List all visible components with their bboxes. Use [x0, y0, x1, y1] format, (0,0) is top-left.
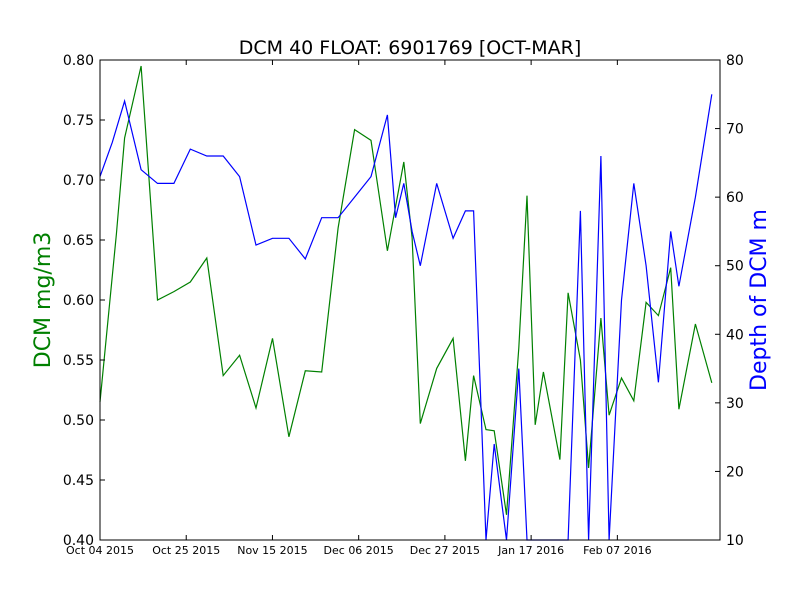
left-axis-label: DCM mg/m3: [31, 232, 56, 369]
y-right-tick-label: 10: [726, 533, 744, 549]
x-tick-label: Nov 15 2015: [237, 544, 307, 557]
y-right-tick-label: 20: [726, 464, 744, 480]
y-right-tick-label: 30: [726, 396, 744, 412]
y-ticks-left: 0.40 0.45 0.50 0.55 0.60 0.65 0.70 0.75 0.80: [63, 53, 105, 549]
y-left-tick-label: 0.50: [63, 413, 94, 429]
right-axis-label: Depth of DCM m: [747, 209, 772, 391]
y-right-tick-label: 40: [726, 327, 744, 343]
y-right-tick-label: 60: [726, 190, 744, 206]
dcm-series-line: [99, 65, 713, 515]
y-right-tick-label: 80: [726, 53, 744, 69]
depth-series-line: [99, 94, 713, 541]
y-left-tick-label: 0.60: [63, 293, 94, 309]
y-right-tick-label: 50: [726, 259, 744, 275]
x-tick-label: Oct 25 2015: [152, 544, 220, 557]
y-left-tick-label: 0.70: [63, 173, 94, 189]
x-tick-label: Feb 07 2016: [583, 544, 651, 557]
series-layer: [99, 65, 713, 541]
y-left-tick-label: 0.45: [63, 473, 94, 489]
y-ticks-right: 10 20 30 40 50 60 70 80: [715, 53, 744, 549]
x-tick-label: Jan 17 2016: [497, 544, 564, 557]
y-left-tick-label: 0.55: [63, 353, 94, 369]
x-tick-label: Dec 06 2015: [324, 544, 394, 557]
chart-title: DCM 40 FLOAT: 6901769 [OCT-MAR]: [239, 37, 582, 59]
y-left-tick-label: 0.75: [63, 113, 94, 129]
x-ticks: Oct 04 2015 Oct 25 2015 Nov 15 2015 Dec 06 …: [66, 60, 652, 557]
x-tick-label: Oct 04 2015: [66, 544, 134, 557]
x-tick-label: Dec 27 2015: [410, 544, 480, 557]
y-left-tick-label: 0.80: [63, 53, 94, 69]
y-right-tick-label: 70: [726, 122, 744, 138]
y-left-tick-label: 0.40: [63, 533, 94, 549]
y-left-tick-label: 0.65: [63, 233, 94, 249]
